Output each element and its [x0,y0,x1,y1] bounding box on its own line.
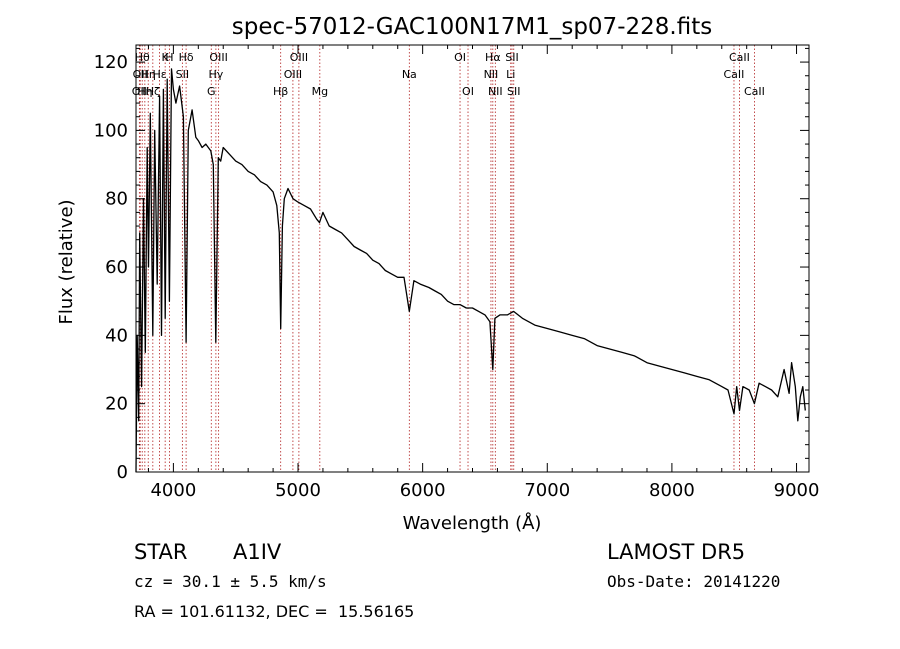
class-label: STAR [134,540,188,564]
x-tick-label: 7000 [524,480,570,501]
y-tick-label: 120 [94,52,128,73]
cz-value: cz = 30.1 ± 5.5 km/s [134,572,327,591]
line-marker-label: CaII [744,85,765,98]
x-tick-label: 8000 [649,480,695,501]
y-axis-ticks: 0 20 40 60 80 100 120 [94,47,809,483]
y-tick-label: 60 [105,257,128,278]
line-marker-label: Na [402,68,417,81]
x-axis-ticks: 4000 5000 6000 7000 8000 9000 [147,45,820,501]
line-marker-label: Hδ [179,51,194,64]
line-marker-label: H [165,51,173,64]
spectrum-line [135,68,806,473]
line-marker-label: SII [507,85,520,98]
y-tick-label: 100 [94,120,128,141]
line-marker-label: OI [454,51,466,64]
line-marker-label: Hθ [135,51,150,64]
y-tick-label: 0 [117,462,128,483]
x-tick-label: 4000 [150,480,196,501]
line-marker-label: Li [506,68,515,81]
line-marker-label: Hη [137,85,152,98]
line-marker-label: OI [462,85,474,98]
line-marker-label: Hγ [208,68,223,81]
x-tick-label: 5000 [275,480,321,501]
obs-date: Obs-Date: 20141220 [607,572,781,591]
x-tick-label: 9000 [774,480,820,501]
line-marker-label: CaII [729,51,750,64]
line-markers [138,45,755,472]
line-marker-label: Hβ [273,85,288,98]
survey-label: LAMOST DR5 [607,540,746,564]
line-marker-label: CaII [724,68,745,81]
chart-title: spec-57012-GAC100N17M1_sp07-228.fits [232,14,712,40]
line-marker-label: NII [484,68,499,81]
line-marker-label: Hε [152,68,166,81]
line-marker-label: OIII [209,51,227,64]
line-marker-label: Hα [485,51,501,64]
line-marker-label: SII [505,51,518,64]
line-marker-label: Hη [141,68,156,81]
y-axis-label: Flux (relative) [56,199,77,324]
y-tick-label: 80 [105,189,128,210]
subclass-label: A1IV [233,540,282,564]
plot-frame [135,44,810,473]
y-tick-label: 40 [105,325,128,346]
line-marker-label: SII [176,68,189,81]
line-marker-label: Hζ [146,85,160,98]
line-marker-label: Mg [312,85,328,98]
line-marker-label: OIII [284,68,302,81]
x-tick-label: 6000 [400,480,446,501]
line-marker-label: G [207,85,216,98]
x-axis-label: Wavelength (Å) [403,512,542,534]
line-marker-label: OIII [290,51,308,64]
coordinates: RA = 101.61132, DEC = 15.56165 [134,602,415,621]
line-marker-label: NII [488,85,503,98]
y-tick-label: 20 [105,394,128,415]
line-marker-label: K [162,51,170,64]
